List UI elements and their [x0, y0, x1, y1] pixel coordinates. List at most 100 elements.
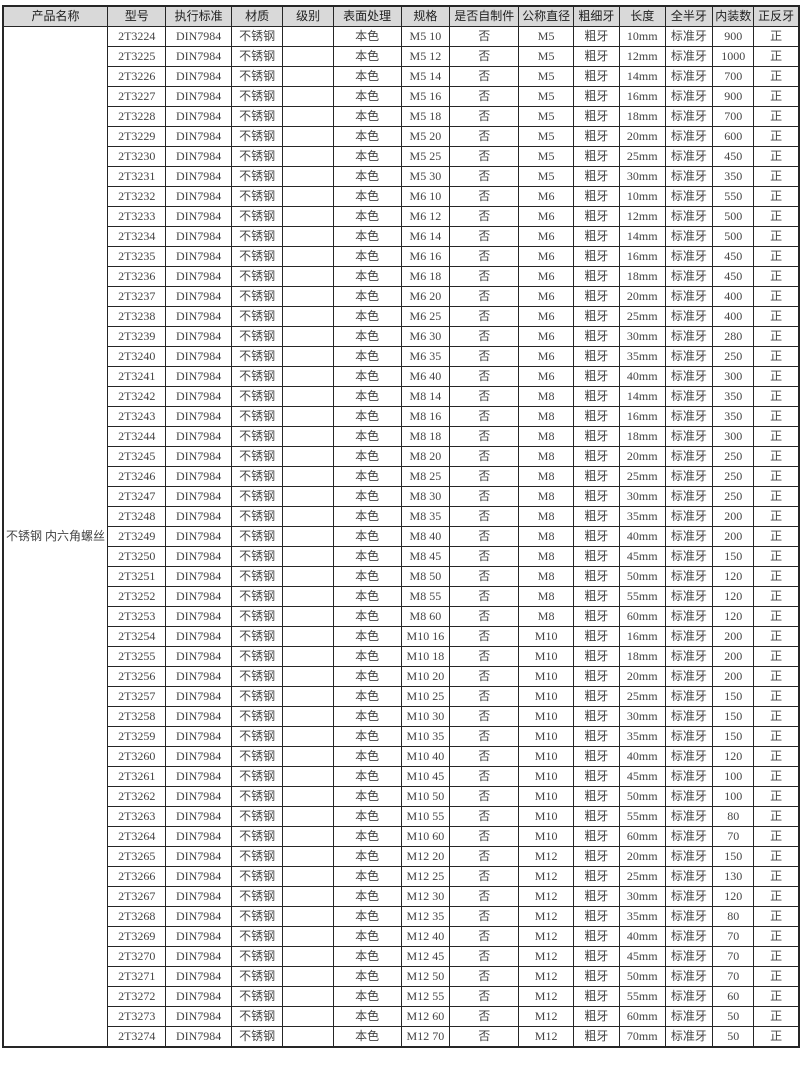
cell-self-made: 否 — [449, 826, 520, 847]
cell-full-half-thread: 标准牙 — [664, 86, 714, 107]
cell-grade — [282, 146, 334, 167]
cell-length: 50mm — [618, 966, 666, 987]
cell-self-made: 否 — [449, 206, 520, 227]
cell-material: 不锈钢 — [230, 986, 284, 1007]
cell-full-half-thread: 标准牙 — [664, 886, 714, 907]
cell-pack-qty: 100 — [712, 766, 755, 787]
cell-thread-pitch: 粗牙 — [572, 826, 620, 847]
cell-standard: DIN7984 — [165, 766, 232, 787]
cell-grade — [282, 66, 334, 87]
cell-pack-qty: 120 — [712, 886, 755, 907]
cell-length: 55mm — [618, 806, 666, 827]
cell-thread-direction: 正 — [753, 986, 800, 1007]
cell-thread-pitch: 粗牙 — [572, 366, 620, 387]
cell-standard: DIN7984 — [165, 106, 232, 127]
cell-length: 20mm — [618, 666, 666, 687]
col-header-self-made: 是否自制件 — [449, 5, 520, 27]
cell-thread-direction: 正 — [753, 626, 800, 647]
cell-thread-direction: 正 — [753, 446, 800, 467]
cell-self-made: 否 — [449, 466, 520, 487]
cell-full-half-thread: 标准牙 — [664, 1026, 714, 1048]
cell-pack-qty: 70 — [712, 826, 755, 847]
cell-model: 2T3268 — [107, 906, 167, 927]
cell-nominal-diameter: M10 — [518, 826, 574, 847]
cell-full-half-thread: 标准牙 — [664, 426, 714, 447]
cell-thread-direction: 正 — [753, 566, 800, 587]
cell-full-half-thread: 标准牙 — [664, 546, 714, 567]
cell-grade — [282, 586, 334, 607]
table-row: 2T3237 DIN7984 不锈钢 本色 M6 20 否 M6 粗牙 20mm 标准牙 400 正 — [3, 286, 800, 307]
table-row: 不锈钢 内六角螺丝 2T3224 DIN7984 不锈钢 本色 M5 10 否 M5 粗牙 10m… — [2, 26, 800, 1048]
cell-model: 2T3260 — [107, 746, 167, 767]
cell-grade — [282, 766, 334, 787]
cell-self-made: 否 — [449, 946, 520, 967]
table-row: 2T3231 DIN7984 不锈钢 本色 M5 30 否 M5 粗牙 30mm 标准牙 350 正 — [3, 166, 800, 187]
cell-thread-direction: 正 — [753, 126, 800, 147]
cell-surface-treatment: 本色 — [332, 266, 402, 287]
cell-length: 25mm — [618, 686, 666, 707]
cell-full-half-thread: 标准牙 — [664, 666, 714, 687]
cell-pack-qty: 300 — [712, 366, 755, 387]
cell-thread-pitch: 粗牙 — [572, 406, 620, 427]
cell-nominal-diameter: M5 — [518, 46, 574, 67]
cell-model: 2T3248 — [107, 506, 167, 527]
cell-grade — [282, 606, 334, 627]
cell-full-half-thread: 标准牙 — [664, 1006, 714, 1027]
cell-nominal-diameter: M8 — [518, 526, 574, 547]
cell-pack-qty: 50 — [712, 1026, 755, 1048]
cell-surface-treatment: 本色 — [332, 26, 402, 47]
cell-self-made: 否 — [449, 66, 520, 87]
cell-length: 20mm — [618, 446, 666, 467]
cell-self-made: 否 — [449, 606, 520, 627]
col-header-pack-qty: 内装数 — [712, 5, 755, 27]
cell-length: 35mm — [618, 726, 666, 747]
cell-nominal-diameter: M12 — [518, 966, 574, 987]
cell-pack-qty: 120 — [712, 606, 755, 627]
cell-full-half-thread: 标准牙 — [664, 386, 714, 407]
cell-thread-pitch: 粗牙 — [572, 766, 620, 787]
cell-nominal-diameter: M5 — [518, 106, 574, 127]
cell-full-half-thread: 标准牙 — [664, 226, 714, 247]
cell-grade — [282, 626, 334, 647]
cell-standard: DIN7984 — [165, 266, 232, 287]
cell-standard: DIN7984 — [165, 186, 232, 207]
cell-pack-qty: 120 — [712, 586, 755, 607]
cell-material: 不锈钢 — [230, 506, 284, 527]
cell-surface-treatment: 本色 — [332, 666, 402, 687]
cell-grade — [282, 446, 334, 467]
cell-material: 不锈钢 — [230, 926, 284, 947]
cell-material: 不锈钢 — [230, 106, 284, 127]
cell-thread-direction: 正 — [753, 646, 800, 667]
cell-surface-treatment: 本色 — [332, 766, 402, 787]
cell-length: 40mm — [618, 366, 666, 387]
cell-nominal-diameter: M6 — [518, 266, 574, 287]
cell-self-made: 否 — [449, 326, 520, 347]
cell-self-made: 否 — [449, 1006, 520, 1027]
cell-length: 30mm — [618, 886, 666, 907]
cell-length: 18mm — [618, 426, 666, 447]
col-header-model: 型号 — [107, 5, 167, 27]
col-header-full-half-thread: 全半牙 — [664, 5, 714, 27]
cell-standard: DIN7984 — [165, 206, 232, 227]
cell-length: 55mm — [618, 586, 666, 607]
cell-spec: M8 20 — [400, 446, 451, 467]
cell-grade — [282, 886, 334, 907]
cell-standard: DIN7984 — [165, 606, 232, 627]
cell-standard: DIN7984 — [165, 86, 232, 107]
cell-model: 2T3270 — [107, 946, 167, 967]
table-row: 2T3272 DIN7984 不锈钢 本色 M12 55 否 M12 粗牙 55mm 标准牙 60 正 — [3, 986, 800, 1007]
cell-thread-pitch: 粗牙 — [572, 746, 620, 767]
cell-material: 不锈钢 — [230, 866, 284, 887]
table-row: 2T3265 DIN7984 不锈钢 本色 M12 20 否 M12 粗牙 20mm 标准牙 150… — [3, 846, 800, 867]
cell-pack-qty: 150 — [712, 686, 755, 707]
cell-thread-pitch: 粗牙 — [572, 426, 620, 447]
cell-nominal-diameter: M8 — [518, 606, 574, 627]
cell-self-made: 否 — [449, 306, 520, 327]
cell-grade — [282, 406, 334, 427]
cell-nominal-diameter: M10 — [518, 746, 574, 767]
cell-length: 16mm — [618, 86, 666, 107]
cell-standard: DIN7984 — [165, 126, 232, 147]
cell-length: 25mm — [618, 306, 666, 327]
cell-self-made: 否 — [449, 766, 520, 787]
cell-model: 2T3245 — [107, 446, 167, 467]
